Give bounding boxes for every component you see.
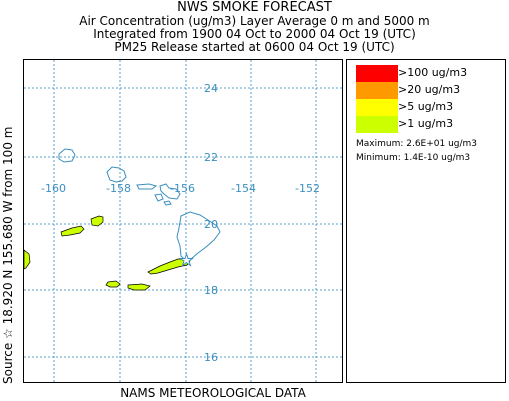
legend-swatch-1 [356, 116, 398, 133]
forecast-title: NWS SMOKE FORECAST [177, 0, 332, 15]
coast-maui [159, 183, 181, 200]
lat-label-24: 24 [204, 82, 218, 95]
lon-label-156: -156 [170, 182, 195, 195]
coastlines [58, 148, 221, 261]
longitude-gridlines [53, 60, 317, 382]
plume-south-2 [127, 283, 151, 291]
coast-molokai [136, 183, 158, 190]
lat-label-16: 16 [204, 351, 218, 364]
coast-lanai [154, 193, 164, 202]
legend-maximum: Maximum: 2.6E+01 ug/m3 [356, 139, 478, 149]
lon-label-152: -152 [295, 182, 320, 195]
source-location-label: Source ☆ 18.920 N 155.680 W from 100 m [1, 126, 15, 384]
lat-label-22: 22 [204, 151, 218, 164]
lon-label-158: -158 [106, 182, 131, 195]
map-canvas: 24 22 20 18 16 -160 -158 -156 -154 -152 [24, 60, 342, 382]
meteorological-data-label: NAMS METEOROLOGICAL DATA [120, 386, 306, 400]
legend-item-100: >100 ug/m3 [356, 65, 496, 82]
concentration-subtitle: Air Concentration (ug/m3) Layer Average … [79, 14, 430, 28]
lon-label-154: -154 [231, 182, 256, 195]
latitude-gridlines [24, 87, 342, 358]
legend-minimum: Minimum: 1.4E-10 ug/m3 [356, 153, 471, 163]
legend-item-20: >20 ug/m3 [356, 82, 496, 99]
integration-period: Integrated from 1900 04 Oct to 2000 04 O… [93, 27, 416, 41]
source-star-icon [178, 252, 195, 267]
legend-swatch-20 [356, 82, 398, 99]
legend-item-1: >1 ug/m3 [356, 116, 496, 133]
coast-big-island [176, 211, 221, 261]
smoke-plume-regions [24, 215, 191, 291]
legend-swatch-5 [356, 99, 398, 116]
legend-swatch-100 [356, 65, 398, 82]
plume-kauai-west [60, 225, 85, 237]
legend-label-5: >5 ug/m3 [398, 100, 454, 113]
legend-label-100: >100 ug/m3 [398, 66, 468, 79]
coast-niihau-kauai [58, 148, 76, 163]
release-info: PM25 Release started at 0600 04 Oct 19 (… [114, 40, 395, 54]
map-panel[interactable]: 24 22 20 18 16 -160 -158 -156 -154 -152 [23, 59, 343, 383]
lat-label-20: 20 [204, 218, 218, 231]
coast-oahu [106, 166, 127, 183]
legend-label-20: >20 ug/m3 [398, 83, 461, 96]
plume-kauai-east [90, 215, 104, 227]
lon-label-160: -160 [41, 182, 66, 195]
legend-item-5: >5 ug/m3 [356, 99, 496, 116]
plume-south-1 [105, 280, 121, 288]
plume-west-edge [24, 249, 31, 270]
legend-panel: >100 ug/m3 >20 ug/m3 >5 ug/m3 >1 ug/m3 M… [346, 59, 506, 383]
coast-kahoolawe [163, 200, 172, 206]
lat-label-18: 18 [204, 284, 218, 297]
legend-label-1: >1 ug/m3 [398, 117, 454, 130]
